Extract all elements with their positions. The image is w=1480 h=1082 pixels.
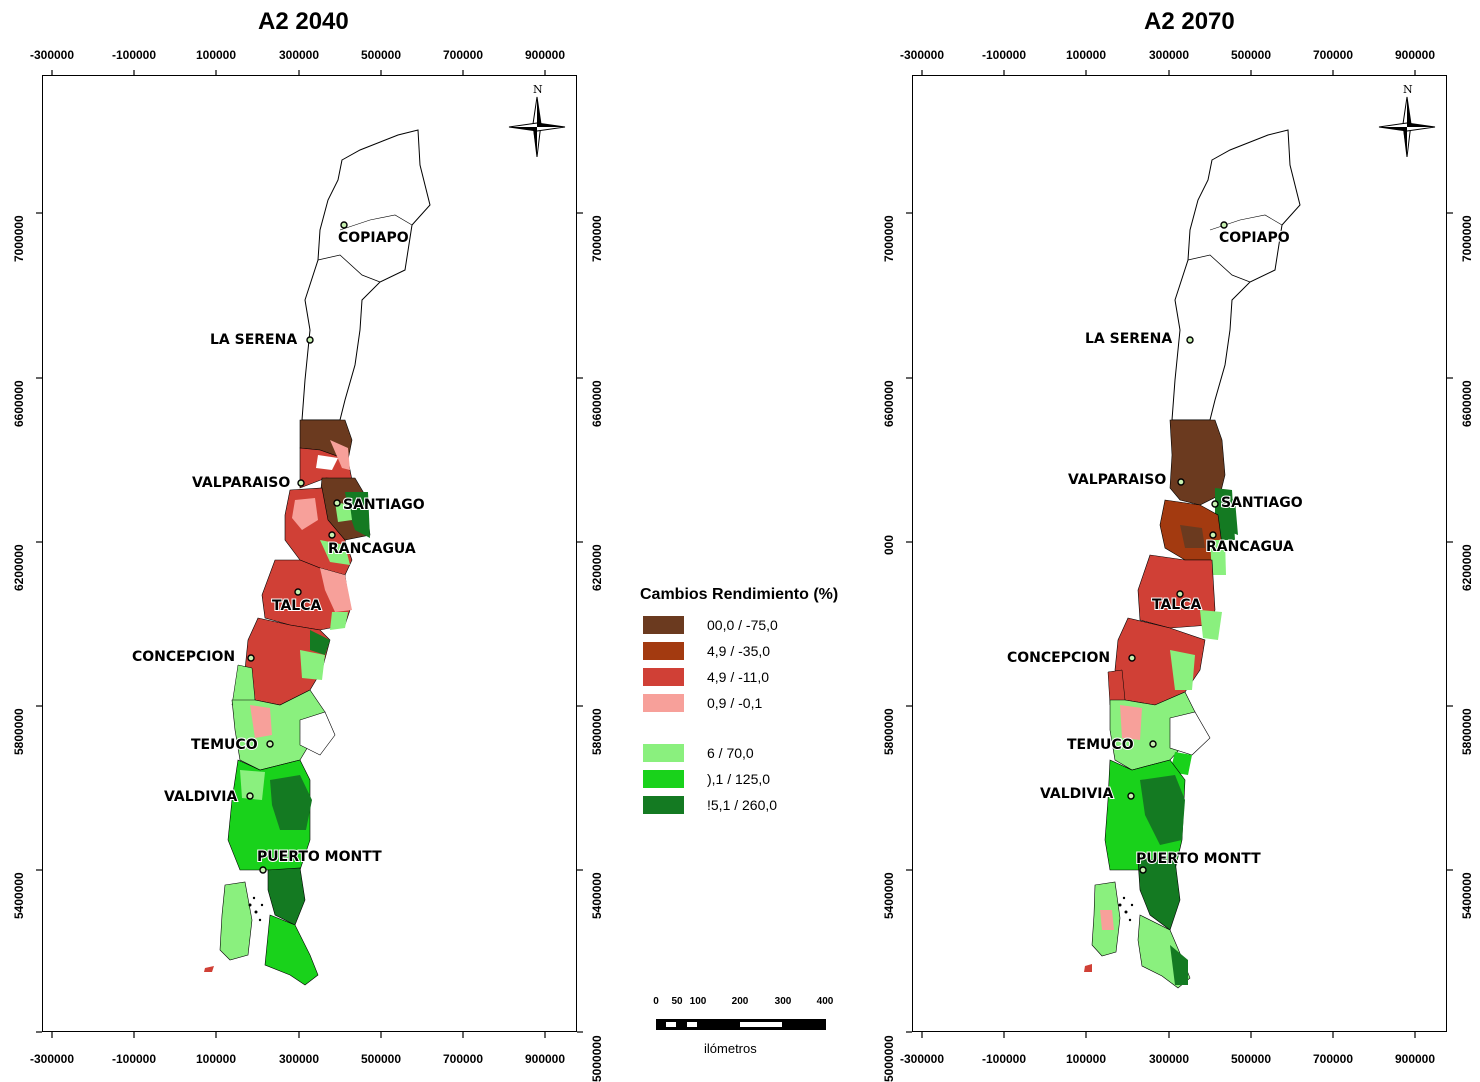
legend-label: 6 / 70,0 <box>707 745 754 761</box>
legend-swatch <box>643 796 684 814</box>
city-label-copiapo: COPIAPO <box>338 230 409 246</box>
legend-title: Cambios Rendimiento (%) <box>640 586 839 603</box>
x-tick: 900000 <box>1394 48 1436 62</box>
map-title: A2 2040 <box>258 8 349 35</box>
legend-swatch <box>643 642 684 660</box>
x-tick: 500000 <box>1230 48 1272 62</box>
x-tick: 500000 <box>360 48 402 62</box>
x-tick: -300000 <box>29 48 75 62</box>
scale-number: 0 <box>653 996 659 1007</box>
x-tick: 700000 <box>442 1052 484 1066</box>
x-tick: 100000 <box>195 1052 237 1066</box>
chile-map-2070: N <box>906 70 1453 1038</box>
map-panel-2070: A2 2070 -300000 -100000 100000 300000 50… <box>870 0 1474 1082</box>
city-label-valdivia: VALDIVIA <box>164 789 238 805</box>
city-label-temuco: TEMUCO <box>1067 737 1134 753</box>
city-label-valparaiso: VALPARAISO <box>1068 472 1166 488</box>
x-tick: 900000 <box>524 1052 566 1066</box>
scale-number: 200 <box>731 996 749 1007</box>
north-arrow-icon: N <box>1378 83 1436 158</box>
x-tick: 100000 <box>1065 1052 1107 1066</box>
north-label: N <box>1403 83 1413 96</box>
x-tick: 700000 <box>1312 1052 1354 1066</box>
map-panel-2040: A2 2040 -300000 -100000 100000 300000 50… <box>0 0 604 1082</box>
x-tick: 700000 <box>442 48 484 62</box>
legend: Cambios Rendimiento (%) 00,0 / -75,0 4,9… <box>640 586 880 814</box>
city-label-puerto-montt: PUERTO MONTT <box>1136 851 1261 867</box>
scale-number: 400 <box>816 996 834 1007</box>
x-tick: 700000 <box>1312 48 1354 62</box>
x-tick: -300000 <box>899 48 945 62</box>
scale-number: 50 <box>671 996 683 1007</box>
scale-unit: ilómetros <box>704 1041 757 1056</box>
x-tick: 300000 <box>1148 48 1190 62</box>
legend-label: !5,1 / 260,0 <box>707 797 778 813</box>
city-label-talca: TALCA <box>1152 597 1201 613</box>
north-label: N <box>533 83 543 96</box>
city-label-concepcion: CONCEPCION <box>1007 650 1110 666</box>
x-tick: -100000 <box>111 1052 157 1066</box>
city-label-santiago: SANTIAGO <box>1221 495 1303 511</box>
city-label-santiago: SANTIAGO <box>343 497 425 513</box>
legend-label: ),1 / 125,0 <box>707 771 771 787</box>
city-label-temuco: TEMUCO <box>191 737 258 753</box>
x-tick: 900000 <box>524 48 566 62</box>
x-tick: -300000 <box>29 1052 75 1066</box>
city-label-rancagua: RANCAGUA <box>1206 539 1294 555</box>
legend-label: 4,9 / -35,0 <box>707 643 771 659</box>
city-label-rancagua: RANCAGUA <box>328 541 416 557</box>
scale-number: 300 <box>774 996 792 1007</box>
scale-bar-graphic <box>656 1019 826 1030</box>
scale-number: 100 <box>689 996 707 1007</box>
legend-swatch <box>643 694 684 712</box>
map-frame <box>912 75 1447 1032</box>
x-tick: -100000 <box>111 48 157 62</box>
x-tick: -100000 <box>981 1052 1027 1066</box>
map-frame <box>42 75 577 1032</box>
x-tick: 300000 <box>278 1052 320 1066</box>
legend-label: 00,0 / -75,0 <box>707 617 778 633</box>
legend-swatch <box>643 770 684 788</box>
legend-swatch <box>643 616 684 634</box>
map-title: A2 2070 <box>1144 8 1235 35</box>
x-tick: -100000 <box>981 48 1027 62</box>
city-label-copiapo: COPIAPO <box>1219 230 1290 246</box>
city-label-valdivia: VALDIVIA <box>1040 786 1114 802</box>
city-label-la-serena: LA SERENA <box>210 332 297 348</box>
x-tick: 300000 <box>278 48 320 62</box>
x-tick: 100000 <box>195 48 237 62</box>
scale-bar: 0 50 100 200 300 400 ilómetros <box>648 996 838 1056</box>
city-label-puerto-montt: PUERTO MONTT <box>257 849 382 865</box>
legend-label: 0,9 / -0,1 <box>707 695 763 711</box>
x-tick: 100000 <box>1065 48 1107 62</box>
legend-swatch <box>643 668 684 686</box>
chile-map-2040: N <box>36 70 583 1038</box>
x-tick: 300000 <box>1148 1052 1190 1066</box>
x-tick: 500000 <box>360 1052 402 1066</box>
city-label-valparaiso: VALPARAISO <box>192 475 290 491</box>
legend-swatch <box>643 744 684 762</box>
city-label-talca: TALCA <box>272 598 321 614</box>
city-label-concepcion: CONCEPCION <box>132 649 235 665</box>
x-tick: -300000 <box>899 1052 945 1066</box>
north-arrow-icon: N <box>508 83 566 158</box>
city-label-la-serena: LA SERENA <box>1085 331 1172 347</box>
x-tick: 900000 <box>1394 1052 1436 1066</box>
legend-label: 4,9 / -11,0 <box>707 669 770 685</box>
x-tick: 500000 <box>1230 1052 1272 1066</box>
